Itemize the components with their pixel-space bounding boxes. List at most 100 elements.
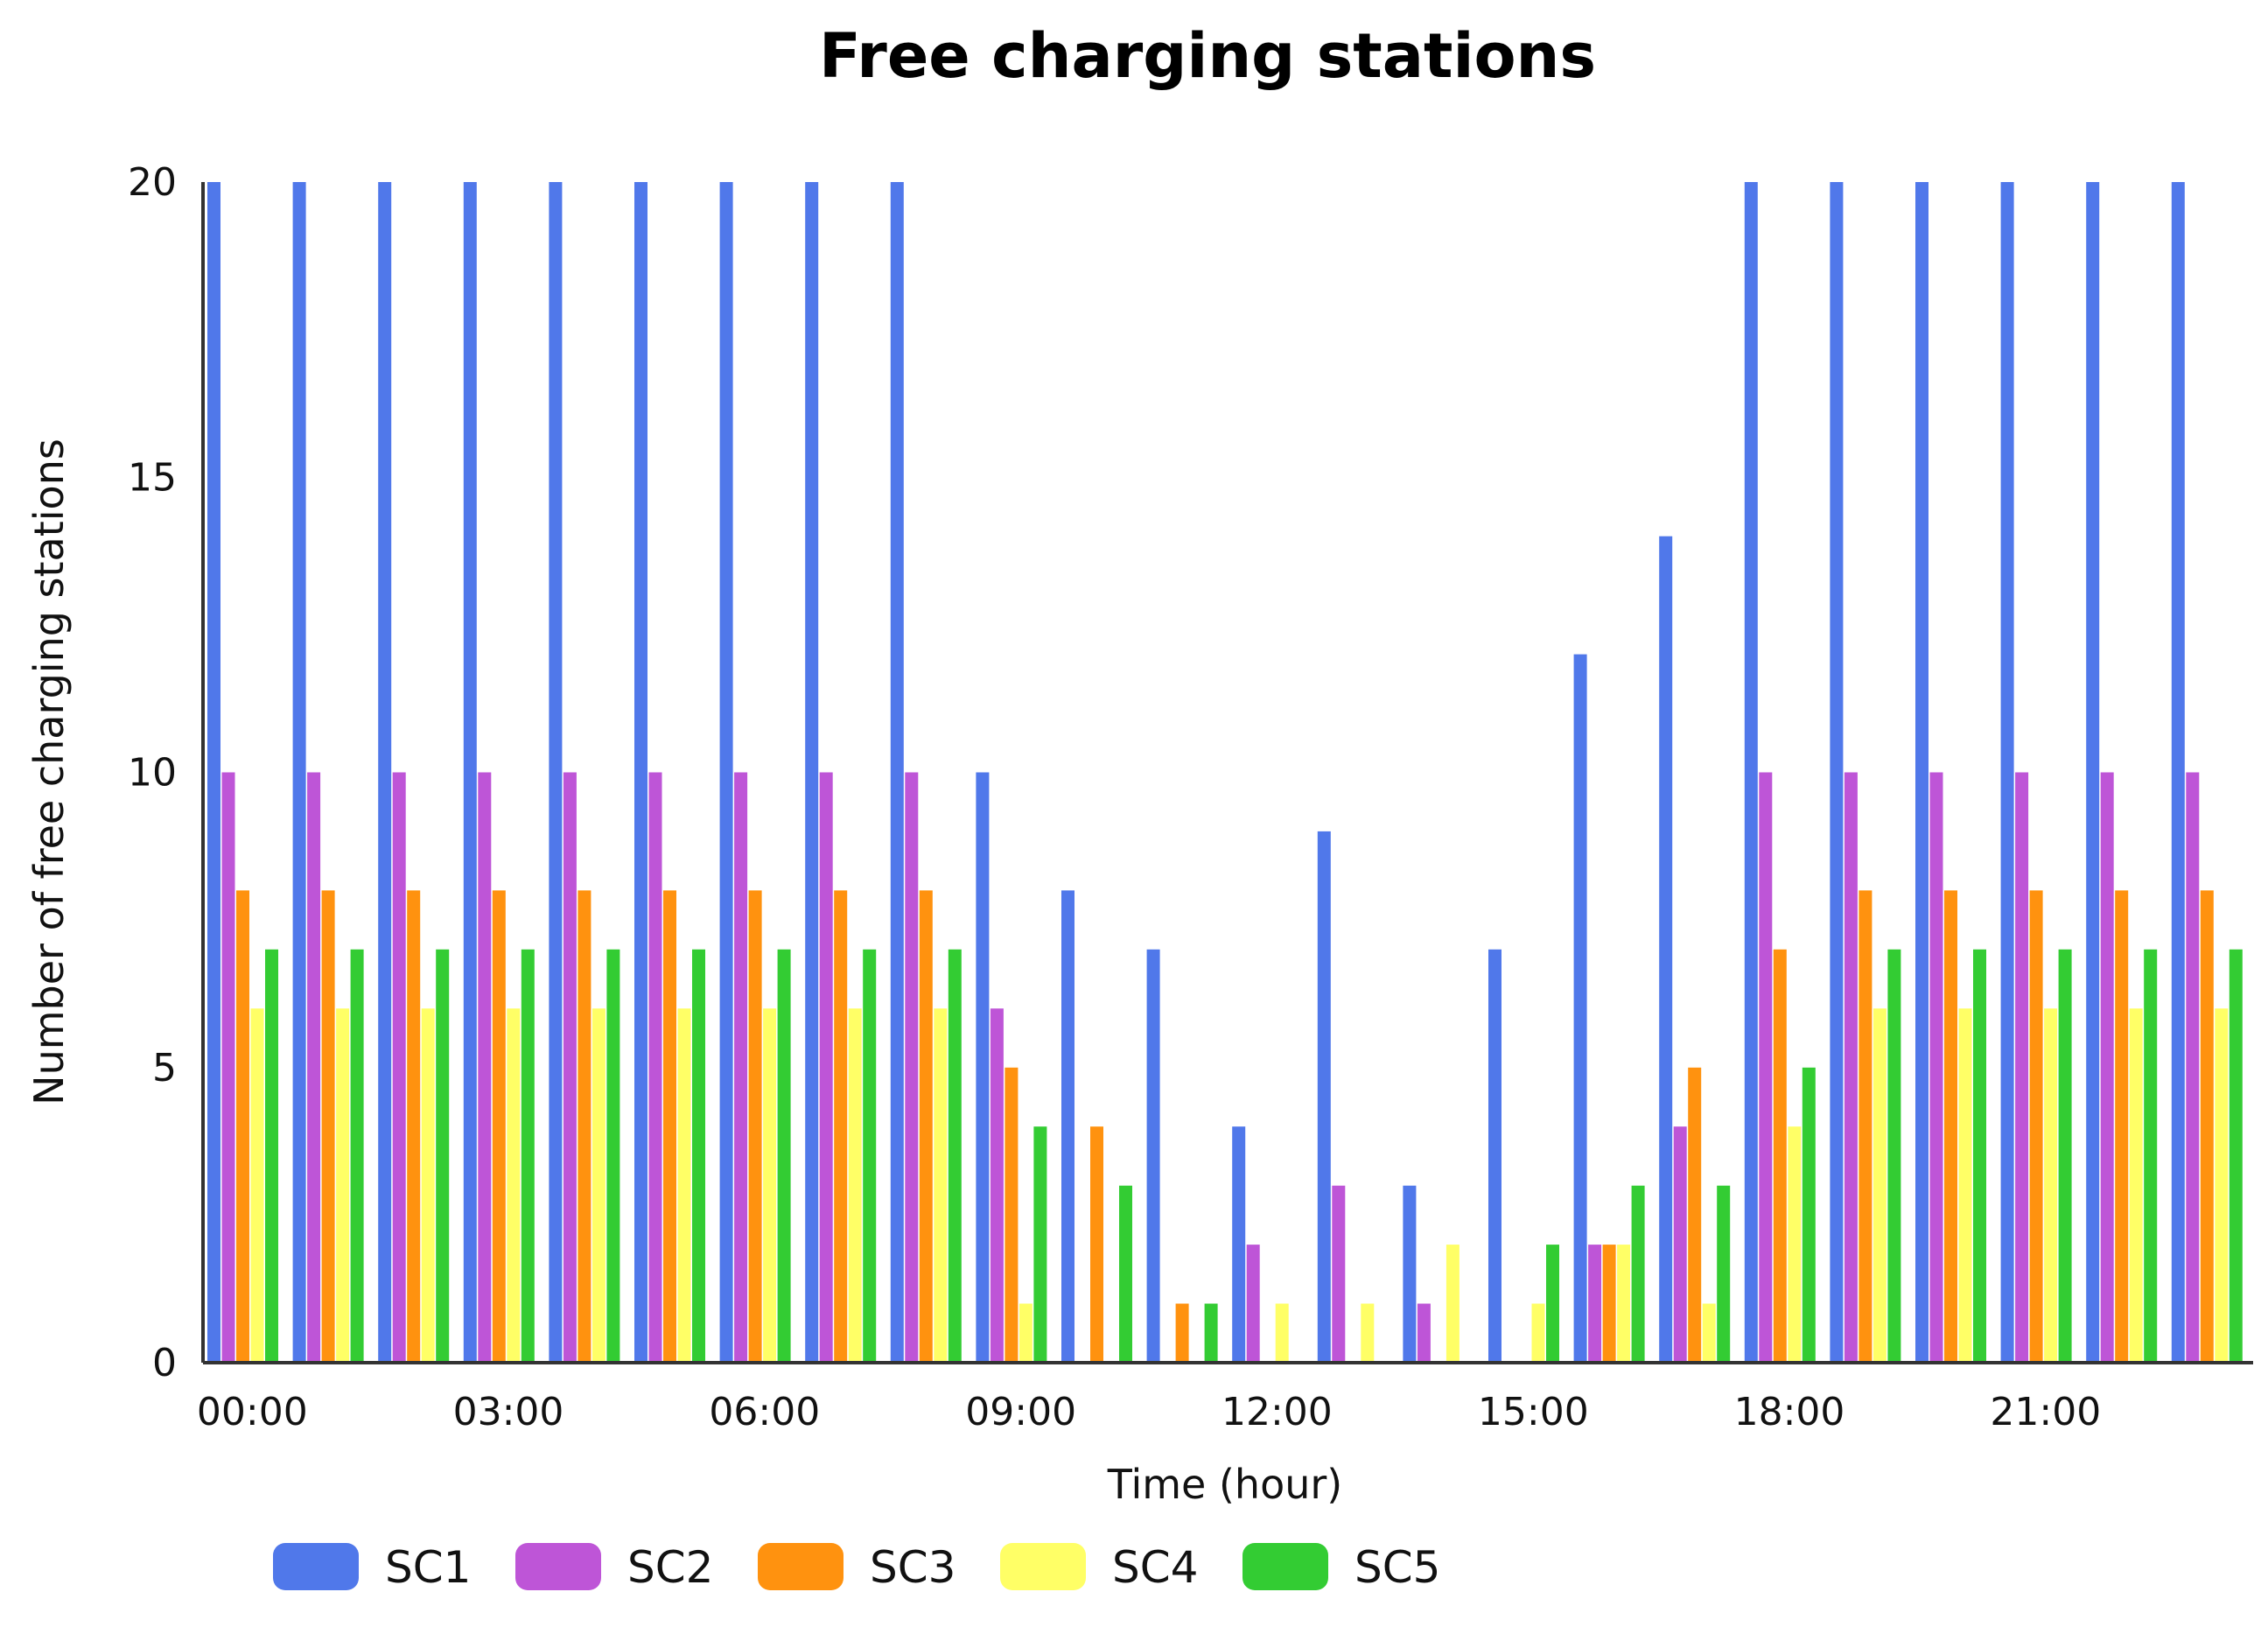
bar-sc2-0200: [392, 772, 406, 1363]
bar-sc2-0800: [905, 772, 919, 1363]
bar-sc5-1800: [1802, 1067, 1816, 1364]
bar-sc3-0700: [834, 890, 848, 1363]
bar-sc5-1700: [1717, 1185, 1731, 1363]
bar-sc1-1400: [1403, 1185, 1417, 1363]
bar-sc2-0100: [307, 772, 321, 1363]
x-tick-label: 03:00: [453, 1390, 564, 1434]
bar-sc5-2200: [2144, 949, 2158, 1363]
bar-sc5-0800: [948, 949, 962, 1363]
bar-sc1-0500: [634, 182, 648, 1363]
bar-sc3-0400: [578, 890, 592, 1363]
legend-swatch-sc2: [515, 1543, 601, 1590]
legend-label-sc4: SC4: [1112, 1542, 1198, 1593]
legend-swatch-sc3: [758, 1543, 844, 1590]
bar-sc3-0500: [663, 890, 676, 1363]
bar-sc4-2300: [2215, 1008, 2229, 1363]
bar-sc1-0800: [890, 182, 904, 1363]
bar-sc5-1900: [1887, 949, 1901, 1363]
bar-sc4-2000: [1958, 1008, 1972, 1363]
bar-sc3-0200: [407, 890, 421, 1363]
bar-sc1-0400: [549, 182, 563, 1363]
bar-sc4-1600: [1617, 1245, 1631, 1363]
bar-sc2-2000: [1929, 772, 1943, 1363]
bar-sc2-0500: [648, 772, 662, 1363]
legend-label-sc3: SC3: [870, 1542, 956, 1593]
bar-sc4-0000: [250, 1008, 264, 1363]
bar-sc5-0200: [436, 949, 450, 1363]
bar-sc4-0300: [507, 1008, 521, 1363]
y-tick-label: 20: [128, 160, 177, 205]
bar-sc1-1700: [1659, 536, 1673, 1363]
legend-swatch-sc4: [1000, 1543, 1086, 1590]
bar-sc3-2000: [1944, 890, 1957, 1363]
bar-sc2-0400: [563, 772, 577, 1363]
bar-sc1-1300: [1317, 831, 1331, 1363]
bar-sc4-1500: [1531, 1303, 1545, 1363]
bar-sc3-0100: [321, 890, 335, 1363]
x-tick-label: 21:00: [1990, 1390, 2101, 1434]
bar-sc2-1400: [1417, 1303, 1431, 1363]
bar-sc2-1300: [1332, 1185, 1346, 1363]
y-tick-label: 5: [152, 1046, 177, 1091]
bar-sc5-0700: [863, 949, 877, 1363]
bar-sc1-0000: [207, 182, 220, 1363]
bar-sc4-1300: [1361, 1303, 1375, 1363]
bar-sc5-0900: [1033, 1126, 1047, 1363]
bar-sc2-2200: [2100, 772, 2114, 1363]
bar-sc4-0800: [934, 1008, 948, 1363]
bar-sc2-2300: [2186, 772, 2200, 1363]
bar-sc2-0000: [221, 772, 235, 1363]
bar-sc4-1900: [1872, 1008, 1886, 1363]
bar-sc4-1800: [1788, 1126, 1802, 1363]
bar-sc4-2200: [2129, 1008, 2143, 1363]
y-tick-label: 15: [128, 455, 177, 500]
bar-sc2-0700: [819, 772, 833, 1363]
bar-sc3-0000: [236, 890, 249, 1363]
bar-sc4-0400: [592, 1008, 606, 1363]
y-tick-label: 10: [128, 751, 177, 796]
bar-sc3-1900: [1858, 890, 1872, 1363]
legend: SC1 SC2 SC3 SC4 SC5: [273, 1542, 1440, 1593]
bar-sc5-1100: [1204, 1303, 1218, 1363]
legend-label-sc5: SC5: [1354, 1542, 1440, 1593]
bar-sc3-1100: [1175, 1303, 1189, 1363]
bar-sc2-2100: [2015, 772, 2029, 1363]
y-axis-title: Number of free charging stations: [25, 438, 73, 1105]
bar-sc4-0200: [421, 1008, 435, 1363]
bar-sc5-1000: [1119, 1185, 1132, 1363]
bar-sc4-0500: [677, 1008, 691, 1363]
bar-sc3-0600: [748, 890, 762, 1363]
bar-sc1-0300: [463, 182, 477, 1363]
bar-sc3-1800: [1773, 949, 1787, 1363]
bar-sc3-1700: [1688, 1067, 1702, 1364]
bar-sc3-1600: [1602, 1245, 1616, 1363]
bar-sc1-2300: [2171, 182, 2185, 1363]
bar-sc1-2200: [2086, 182, 2100, 1363]
bar-sc5-1500: [1546, 1245, 1559, 1363]
bar-sc5-0400: [606, 949, 620, 1363]
bar-sc4-0700: [848, 1008, 862, 1363]
bar-sc3-0900: [1004, 1067, 1018, 1364]
bar-sc1-1600: [1573, 654, 1587, 1363]
bar-sc4-1400: [1446, 1245, 1460, 1363]
bar-sc1-0700: [805, 182, 819, 1363]
bar-sc4-0600: [763, 1008, 777, 1363]
bar-sc5-0300: [521, 949, 535, 1363]
bars: [207, 182, 2243, 1364]
x-tick-labels: 00:00 03:00 06:00 09:00 12:00 15:00 18:00 21:00: [197, 1390, 2101, 1434]
chart-title: Free charging stations: [819, 20, 1596, 92]
x-tick-label: 06:00: [709, 1390, 820, 1434]
bar-sc3-0800: [919, 890, 933, 1363]
bar-sc5-0100: [350, 949, 364, 1363]
bar-sc2-1800: [1759, 772, 1773, 1363]
bar-sc1-1800: [1744, 182, 1758, 1363]
bar-sc1-1200: [1232, 1126, 1246, 1363]
bar-sc1-1500: [1488, 949, 1502, 1363]
bar-sc2-0900: [990, 1008, 1004, 1363]
bar-sc2-1900: [1844, 772, 1858, 1363]
x-tick-label: 15:00: [1478, 1390, 1589, 1434]
bar-sc2-1200: [1246, 1245, 1260, 1363]
x-axis-title: Time (hour): [1107, 1461, 1342, 1508]
bar-sc2-1700: [1673, 1126, 1687, 1363]
bar-sc4-0100: [336, 1008, 350, 1363]
